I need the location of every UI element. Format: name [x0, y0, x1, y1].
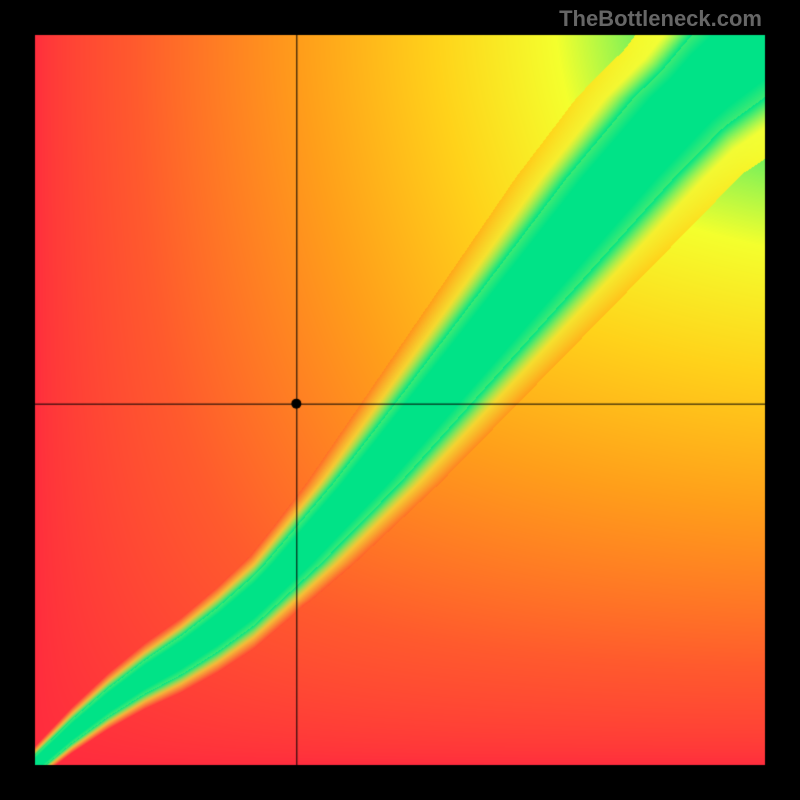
watermark-text: TheBottleneck.com — [559, 6, 762, 32]
chart-container: TheBottleneck.com — [0, 0, 800, 800]
bottleneck-heatmap — [0, 0, 800, 800]
